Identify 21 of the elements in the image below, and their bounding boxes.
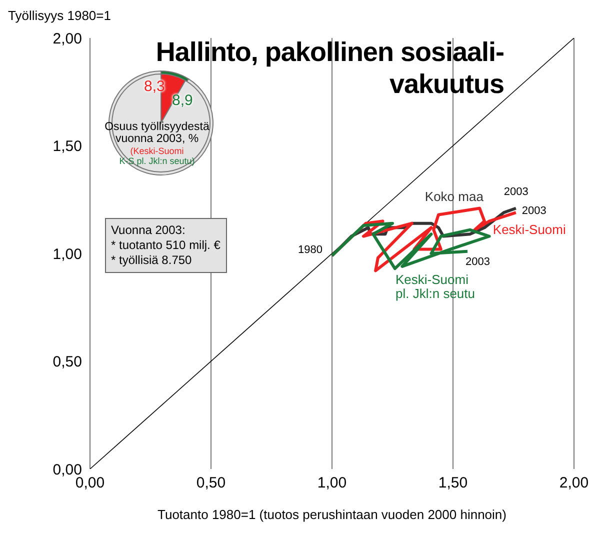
y-tick-label: 2,00: [52, 30, 82, 48]
annotation: 2003: [522, 204, 546, 217]
annotation: 1980: [298, 244, 322, 256]
text: Osuus työllisyydestä vuonna 2003, %: [104, 121, 210, 145]
x-axis-title: Tuotanto 1980=1 (tuotos perushintaan vuoden 2000 hinnoin): [158, 507, 506, 522]
y-axis-title: Työllisyys 1980=1: [8, 8, 111, 23]
y-tick-label: 1,00: [52, 246, 82, 263]
annotation: 2003: [466, 256, 490, 268]
x-tick-label: 0,50: [196, 474, 226, 492]
y-tick-label: 0,50: [52, 354, 82, 371]
series-label: Keski-Suomi: [492, 222, 566, 237]
annotation: Vuonna 2003: * tuotanto 510 milj. € * työllisiä 8.750: [111, 223, 221, 268]
annotation: (Keski-Suomi: [129, 146, 185, 156]
x-tick-label: 2,00: [559, 474, 589, 492]
line-series: [330, 222, 491, 270]
annotation: 2003: [504, 186, 528, 198]
data-label: 8,9: [172, 92, 193, 109]
y-tick-label: 1,50: [52, 138, 82, 156]
x-tick-label: 1,50: [438, 474, 468, 492]
x-tick-label: 1,00: [317, 474, 347, 492]
annotation: K-S pl. Jkl:n seutu): [118, 156, 196, 166]
